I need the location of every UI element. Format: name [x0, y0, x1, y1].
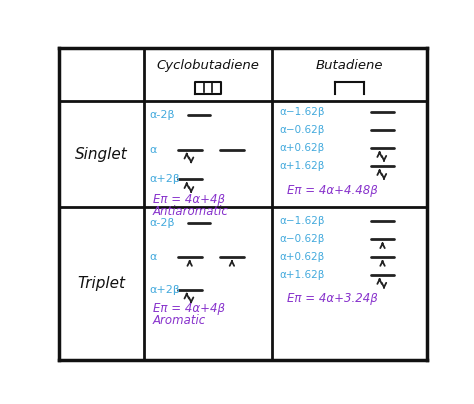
Text: Eπ = 4α+4β: Eπ = 4α+4β	[153, 302, 225, 315]
Text: α+1.62β: α+1.62β	[280, 270, 325, 280]
Text: Butadiene: Butadiene	[316, 59, 383, 72]
Text: Singlet: Singlet	[75, 147, 128, 162]
Text: α+2β: α+2β	[149, 174, 180, 184]
Text: α−1.62β: α−1.62β	[280, 216, 325, 226]
Text: α-2β: α-2β	[149, 218, 175, 228]
Text: α−1.62β: α−1.62β	[280, 107, 325, 117]
Text: α+0.62β: α+0.62β	[280, 143, 325, 153]
Text: α−0.62β: α−0.62β	[280, 125, 325, 135]
Text: Antiaromatic: Antiaromatic	[153, 205, 229, 218]
Text: α: α	[149, 252, 156, 262]
Text: α-2β: α-2β	[149, 110, 175, 120]
Text: α: α	[149, 145, 156, 155]
Text: Eπ = 4α+4β: Eπ = 4α+4β	[153, 193, 225, 206]
Text: Eπ = 4α+3.24β: Eπ = 4α+3.24β	[287, 292, 378, 305]
Text: α+1.62β: α+1.62β	[280, 161, 325, 171]
Text: α+2β: α+2β	[149, 284, 180, 295]
Text: Eπ = 4α+4.48β: Eπ = 4α+4.48β	[287, 184, 378, 197]
Text: Aromatic: Aromatic	[153, 314, 206, 327]
Text: Cyclobutadiene: Cyclobutadiene	[156, 59, 259, 72]
Text: α−0.62β: α−0.62β	[280, 234, 325, 244]
Text: α+0.62β: α+0.62β	[280, 252, 325, 262]
Text: Triplet: Triplet	[77, 276, 126, 291]
